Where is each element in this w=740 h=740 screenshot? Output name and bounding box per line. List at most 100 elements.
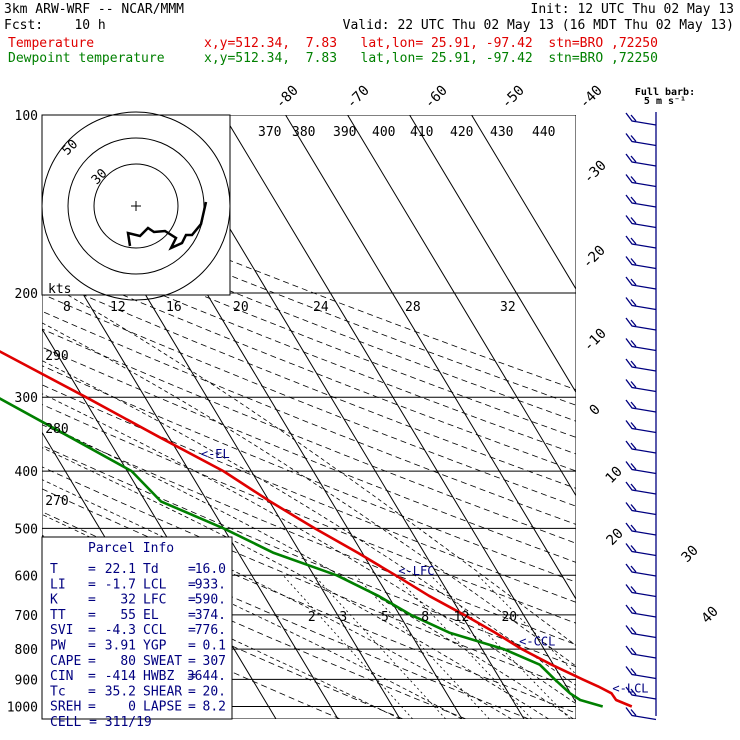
isotherm-tick-label: -10 xyxy=(581,326,610,355)
isotherm-line xyxy=(285,115,576,600)
parcel-info-equals: = xyxy=(188,700,196,715)
dewpoint-location: x,y=512.34, 7.83 lat,lon= 25.91, -97.42 … xyxy=(204,51,658,66)
parcel-info-label: LFC xyxy=(143,593,166,608)
wind-barb xyxy=(625,461,657,475)
hodograph-speed-label: 16 xyxy=(166,300,182,315)
dewpoint-profile xyxy=(0,397,604,708)
hodograph-speed-label: 8 xyxy=(63,300,71,315)
parcel-info-label: LCL xyxy=(143,577,167,592)
model-title: 3km ARW-WRF -- NCAR/MMM xyxy=(4,2,185,17)
temperature-profile xyxy=(0,350,633,708)
dry-adiabat-line xyxy=(42,244,576,455)
hodograph-speed-label: 32 xyxy=(500,300,516,315)
isotherm-tick-label: 0 xyxy=(587,402,604,419)
hodograph-speed-label: 24 xyxy=(313,300,329,315)
parcel-info-label: CAPE xyxy=(50,654,81,669)
parcel-info-label: LI xyxy=(50,577,66,592)
parcel-info-label: TT xyxy=(50,608,66,623)
wind-barb xyxy=(625,297,657,311)
mixing-ratio-line xyxy=(282,574,413,719)
parcel-info-value: -1.7 xyxy=(105,577,136,592)
isotherm-line xyxy=(471,115,576,290)
pressure-tick-label: 400 xyxy=(15,465,38,480)
parcel-info-label: K xyxy=(50,593,58,608)
dry-adiabat-line xyxy=(42,403,576,624)
parcel-info-label: PW xyxy=(50,639,66,654)
parcel-info-label: YGP xyxy=(143,639,167,654)
isotherm-line xyxy=(42,224,339,719)
parcel-info-value: 8.2 xyxy=(203,700,226,715)
moist-adiabat-line xyxy=(42,393,576,705)
parcel-info-cell: CELL = 311/19 xyxy=(50,715,152,730)
pressure-tick-label: 1000 xyxy=(7,700,38,715)
parcel-info-equals: = xyxy=(188,577,196,592)
wind-barb xyxy=(625,256,657,270)
wind-barb xyxy=(625,338,657,352)
forecast-hour: Fcst: 10 h xyxy=(4,18,106,33)
parcel-info-label: T xyxy=(50,562,58,577)
pressure-tick-label: 100 xyxy=(15,109,38,124)
parcel-info-value: -414 xyxy=(105,669,136,684)
pressure-tick-label: 200 xyxy=(15,287,38,302)
pressure-tick-label: 800 xyxy=(15,643,38,658)
parcel-info-equals: = xyxy=(88,593,96,608)
isotherm-tick-label: -30 xyxy=(581,158,610,187)
init-time: Init: 12 UTC Thu 02 May 13 xyxy=(530,2,735,17)
moist-adiabat-line xyxy=(42,513,463,719)
parcel-info-value: 307 xyxy=(203,654,226,669)
parcel-info-equals: = xyxy=(88,700,96,715)
parcel-info-value: 32 xyxy=(120,593,136,608)
dry-adiabat-line xyxy=(42,213,576,422)
parcel-info-equals: = xyxy=(188,608,196,623)
wind-barb xyxy=(625,502,657,516)
moist-adiabat-line xyxy=(42,447,550,719)
parcel-info-equals: = xyxy=(88,669,96,684)
pressure-tick-label: 300 xyxy=(15,391,38,406)
wind-barb xyxy=(625,174,657,188)
parcel-info-value: 35.2 xyxy=(105,684,136,699)
moist-adiabat-line xyxy=(42,549,401,719)
parcel-info-value: 0.1 xyxy=(203,639,226,654)
theta-e-scale-label: 430 xyxy=(490,125,513,140)
hodograph-units-label: kts xyxy=(48,282,71,297)
hodograph-center xyxy=(131,201,141,211)
parcel-info-title: Parcel Info xyxy=(88,541,174,556)
mixing-ratio-line xyxy=(394,574,533,719)
parcel-info-value: 374. xyxy=(195,608,226,623)
wind-barb xyxy=(625,666,657,680)
temperature-location: x,y=512.34, 7.83 lat,lon= 25.91, -97.42 … xyxy=(204,36,658,51)
isotherm-tick-label: 10 xyxy=(603,464,626,487)
isotherm-line xyxy=(347,115,576,497)
parcel-info-label: CCL xyxy=(143,623,167,638)
parcel-info-value: 3644. xyxy=(187,669,226,684)
isotherm-tick-label: -40 xyxy=(577,83,606,112)
moist-adiabat-line xyxy=(42,360,576,686)
parcel-info-value: 16.0 xyxy=(195,562,226,577)
isotherm-line xyxy=(0,115,28,719)
parcel-info-label: SWEAT xyxy=(143,654,182,669)
parcel-info-equals: = xyxy=(88,684,96,699)
moist-adiabat-line xyxy=(42,479,512,719)
hodograph-trace xyxy=(126,201,208,251)
parcel-info-label: SREH xyxy=(50,700,81,715)
parcel-info-equals: = xyxy=(88,577,96,592)
dry-adiabat-line xyxy=(42,260,576,472)
wind-barb xyxy=(625,399,657,413)
parcel-info-equals: = xyxy=(188,684,196,699)
hodograph-speed-label: 28 xyxy=(405,300,421,315)
temperature-legend: Temperature xyxy=(8,36,95,51)
parcel-info-equals: = xyxy=(88,639,96,654)
theta-e-scale-label: 400 xyxy=(372,125,395,140)
wind-barb xyxy=(625,276,657,290)
wind-barb xyxy=(625,707,657,721)
wind-barb xyxy=(625,215,657,229)
parcel-level-label: <-CCL xyxy=(519,634,555,648)
dry-adiabat-line xyxy=(42,228,576,438)
theta-e-scale-label: 410 xyxy=(410,125,433,140)
dry-adiabat-line xyxy=(42,365,576,583)
pressure-tick-label: 600 xyxy=(15,569,38,584)
parcel-info-value: 776. xyxy=(195,623,226,638)
parcel-info-value: 933. xyxy=(195,577,226,592)
